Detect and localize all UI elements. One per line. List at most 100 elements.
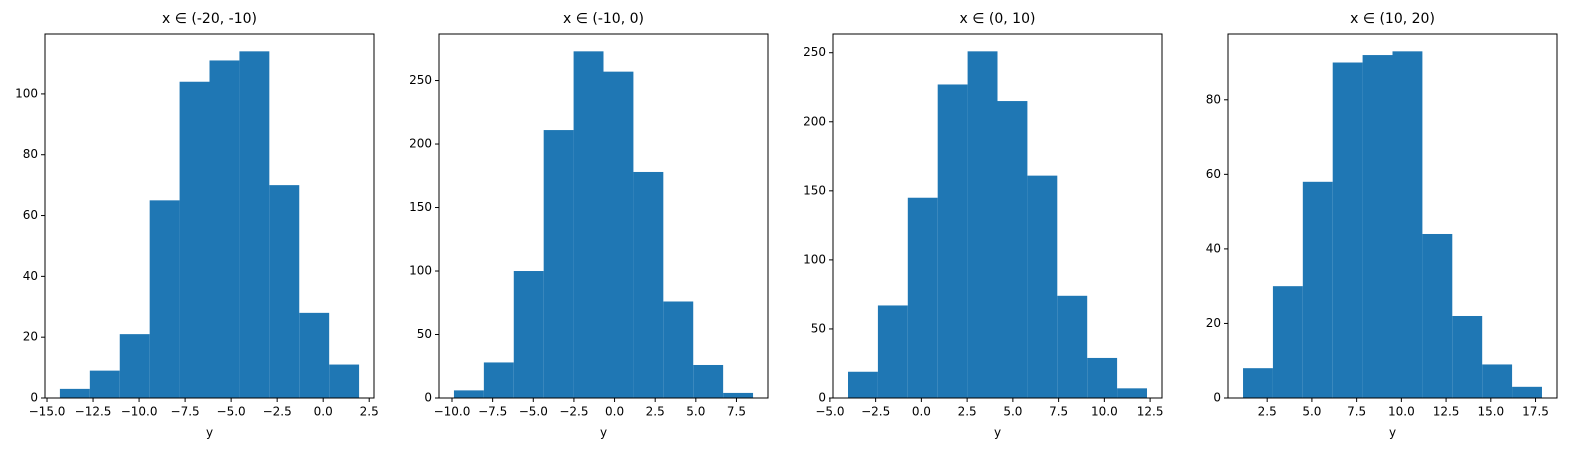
bar (848, 371, 878, 398)
y-tick-label: 100 (803, 252, 826, 266)
bar (483, 362, 514, 398)
bar (299, 312, 330, 398)
bar (633, 171, 664, 398)
bar (1243, 368, 1273, 398)
bar (329, 364, 360, 398)
y-tick-label: 100 (15, 86, 38, 100)
axes-frame (832, 33, 1163, 399)
bar (723, 392, 754, 398)
bar (967, 51, 998, 398)
chart-title: x ∈ (10, 20) (1350, 11, 1435, 27)
x-tick-label: −7.5 (171, 405, 200, 419)
x-tick-label: 7.5 (1049, 405, 1068, 419)
subplot: −10.0 −7.5 −5.0 −2.5 0.0 2.5 5.0 7.5 0 50 100 150 20… (409, 11, 769, 440)
x-axis-label: y (994, 426, 1001, 440)
bar (1362, 55, 1393, 398)
x-tick-label: 10.0 (1388, 405, 1415, 419)
y-tick-label: 200 (803, 114, 826, 128)
bar (1452, 315, 1483, 398)
bar (59, 388, 90, 398)
y-tick-label: 60 (23, 208, 38, 222)
y-tick-label: 250 (409, 73, 432, 87)
x-tick-label: 5.0 (1003, 405, 1022, 419)
bar (513, 271, 544, 398)
x-tick-label: 7.5 (727, 405, 746, 419)
bar (877, 305, 908, 398)
subplot: −15.0 −12.5 −10.0 −7.5 −5.0 −2.5 0.0 2.5 0 20 40 60… (15, 11, 379, 440)
y-tick-label: 40 (1206, 241, 1221, 255)
y-tick-label: 20 (1206, 316, 1221, 330)
y-tick-label: 80 (1206, 92, 1221, 106)
y-tick-label: 250 (803, 45, 826, 59)
y-tick-label: 200 (409, 137, 432, 151)
bar (89, 370, 120, 398)
x-tick-label: 15.0 (1477, 405, 1504, 419)
y-tick-label: 60 (1206, 167, 1221, 181)
x-tick-label: 0.0 (314, 405, 333, 419)
y-tick-label: 0 (424, 391, 432, 405)
x-tick-label: 0.0 (605, 405, 624, 419)
chart-title: x ∈ (-20, -10) (162, 11, 257, 27)
x-tick-label: 10.0 (1091, 405, 1118, 419)
bar (179, 81, 210, 399)
x-tick-label: 7.5 (1347, 405, 1366, 419)
bar (1057, 295, 1088, 398)
x-tick-label: −10.0 (121, 405, 158, 419)
x-tick-label: 5.0 (686, 405, 705, 419)
bar (1272, 286, 1303, 398)
x-tick-label: 12.5 (1137, 405, 1164, 419)
bar (663, 301, 694, 398)
x-tick-label: −10.0 (434, 405, 471, 419)
x-tick-label: −2.5 (263, 405, 292, 419)
x-tick-label: 0.0 (912, 405, 931, 419)
x-tick-label: −7.5 (478, 405, 507, 419)
axes-frame (1227, 33, 1558, 399)
x-tick-label: 2.5 (1258, 405, 1277, 419)
bar (1087, 357, 1118, 398)
x-tick-label: −12.5 (75, 405, 112, 419)
bar (149, 200, 180, 398)
bar (269, 185, 300, 398)
bar (1482, 364, 1513, 398)
y-tick-label: 50 (417, 327, 432, 341)
y-tick-label: 100 (409, 264, 432, 278)
bar (1027, 175, 1058, 398)
chart-title: x ∈ (0, 10) (960, 11, 1036, 27)
y-tick-label: 80 (23, 147, 38, 161)
x-tick-label: 2.5 (360, 405, 379, 419)
bar (693, 364, 724, 398)
y-tick-label: 150 (409, 200, 432, 214)
y-tick-label: 20 (23, 330, 38, 344)
bar (1302, 181, 1333, 398)
x-axis-label: y (1389, 426, 1396, 440)
bar (603, 71, 634, 399)
y-tick-label: 0 (1213, 391, 1221, 405)
bar (239, 51, 270, 398)
x-tick-label: 12.5 (1433, 405, 1460, 419)
subplot: 2.5 5.0 7.5 10.0 12.5 15.0 17.5 0 20 40 60 80 x ∈ (1… (1206, 11, 1558, 440)
y-tick-label: 150 (803, 183, 826, 197)
y-tick-label: 0 (30, 391, 38, 405)
x-tick-label: −5.0 (815, 405, 844, 419)
x-tick-label: 2.5 (646, 405, 665, 419)
bar (907, 197, 938, 398)
x-tick-label: 2.5 (958, 405, 977, 419)
bar (119, 334, 150, 398)
bar (543, 130, 574, 399)
bar (1392, 51, 1423, 398)
subplot: −5.0 −2.5 0.0 2.5 5.0 7.5 10.0 12.5 0 50 100 150 200… (803, 11, 1163, 440)
bar (937, 84, 968, 398)
x-axis-label: y (600, 426, 607, 440)
x-tick-label: −2.5 (559, 405, 588, 419)
axes-frame (438, 33, 769, 399)
bar (453, 390, 484, 398)
chart-title: x ∈ (-10, 0) (563, 11, 644, 27)
y-tick-label: 50 (811, 321, 826, 335)
bar (1422, 233, 1453, 398)
x-tick-label: −5.0 (519, 405, 548, 419)
bar (209, 60, 240, 398)
x-tick-label: −15.0 (29, 405, 66, 419)
x-tick-label: −2.5 (861, 405, 890, 419)
x-tick-label: −5.0 (217, 405, 246, 419)
y-tick-label: 40 (23, 269, 38, 283)
